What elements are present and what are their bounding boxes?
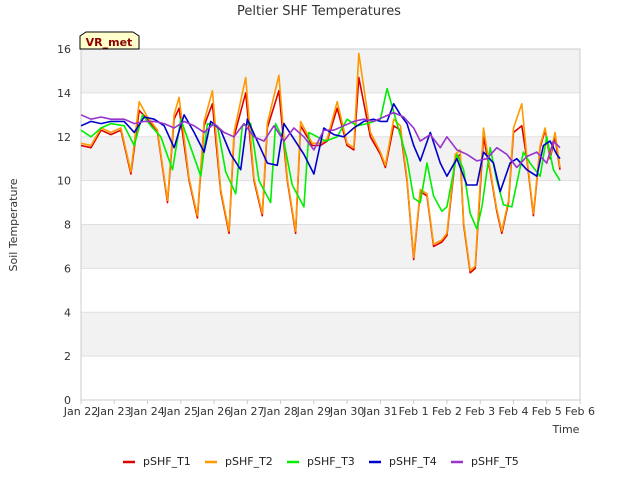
y-tick-label: 2 [64,350,71,363]
legend-item-pshf_t2: pSHF_T2 [205,455,273,468]
legend-label: pSHF_T2 [225,455,273,468]
x-tick-label: Feb 1 [399,405,429,418]
grid-bands [81,49,580,357]
legend-item-pshf_t4: pSHF_T4 [369,455,437,468]
y-tick-label: 4 [64,306,71,319]
x-tick-label: Jan 22 [63,405,98,418]
y-tick-label: 12 [57,131,71,144]
x-tick-label: Feb 3 [465,405,495,418]
legend-label: pSHF_T4 [389,455,437,468]
y-tick-label: 14 [57,87,71,100]
badge-label: VR_met [86,36,133,49]
legend-item-pshf_t1: pSHF_T1 [123,455,191,468]
grid-band [81,224,580,269]
y-tick-label: 0 [64,394,71,407]
y-tick-label: 8 [64,219,71,232]
badge-box [79,31,140,50]
y-tick-label: 6 [64,262,71,275]
y-axis-title: Soil Temperature [7,178,20,271]
x-tick-label: Jan 29 [296,405,331,418]
x-tick-label: Jan 30 [329,405,364,418]
chart-title: Peltier SHF Temperatures [237,4,401,19]
series-layer [80,52,561,274]
x-tick-label: Feb 4 [498,405,528,418]
x-tick-label: Jan 24 [129,405,164,418]
y-tick-label: 10 [57,175,71,188]
legend-item-pshf_t3: pSHF_T3 [287,455,355,468]
badge: VR_met [79,31,140,50]
series-line-pshf_t2 [80,52,561,272]
grid-band [81,49,580,93]
y-axis: 0 2 4 6 8 10 12 14 16 [57,43,71,407]
legend-item-pshf_t5: pSHF_T5 [451,455,519,468]
x-tick-label: Feb 5 [532,405,562,418]
legend-label: pSHF_T3 [307,455,355,468]
x-tick-label: Jan 27 [229,405,264,418]
legend-label: pSHF_T1 [143,455,191,468]
plot-border [80,48,581,401]
x-tick-label: Jan 25 [163,405,198,418]
x-tick-label: Feb 6 [565,405,595,418]
y-tick-label: 16 [57,43,71,56]
series-line-pshf_t3 [80,87,561,230]
x-tick-label: Jan 28 [262,405,297,418]
x-tick-label: Feb 2 [432,405,462,418]
x-axis-title: Time [552,423,580,436]
grid-band [81,136,580,181]
series-line-pshf_t4 [80,103,561,193]
series-line-pshf_t5 [80,111,561,169]
grid-band [81,312,580,357]
x-tick-label: Jan 26 [196,405,231,418]
legend-label: pSHF_T5 [471,455,519,468]
x-tick-label: Jan 31 [362,405,397,418]
legend: pSHF_T1 pSHF_T2 pSHF_T3 pSHF_T4 pSHF_T5 [123,455,519,468]
x-tick-label: Jan 23 [96,405,131,418]
